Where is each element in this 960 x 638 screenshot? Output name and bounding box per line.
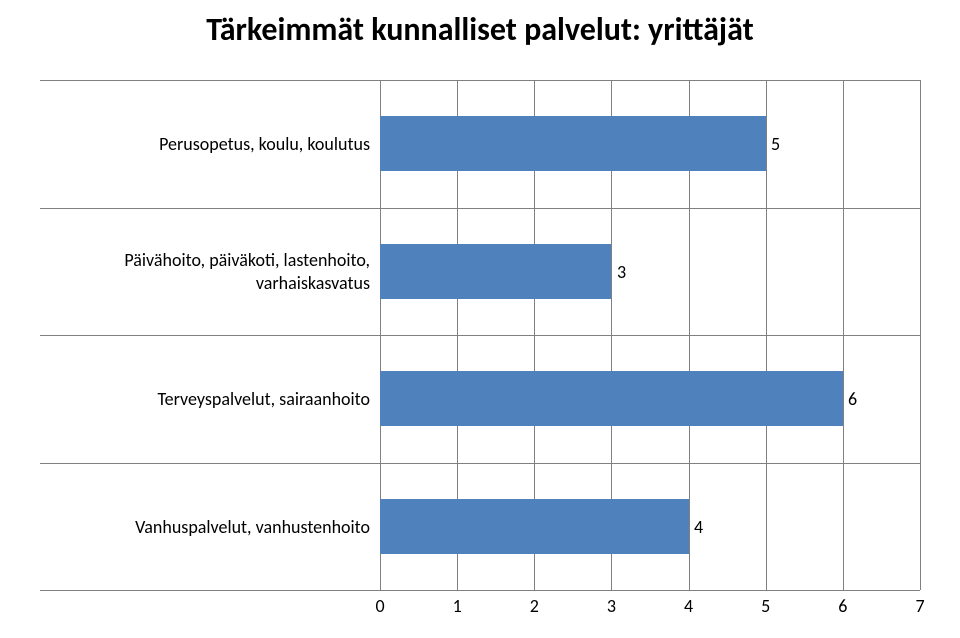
bar [380,116,766,171]
category-label: Perusopetus, koulu, koulutus [40,133,370,156]
x-tick-label: 4 [669,595,709,617]
value-label: 3 [617,261,626,283]
category-label: Vanhuspalvelut, vanhustenhoito [40,516,370,539]
gridline-v [843,80,844,590]
gridline-v [766,80,767,590]
x-tick-label: 7 [900,595,940,617]
value-label: 5 [771,133,780,155]
category-label: Terveyspalvelut, sairaanhoito [40,388,370,411]
chart-title: Tärkeimmät kunnalliset palvelut: yrittäj… [0,10,960,49]
x-tick-label: 2 [514,595,554,617]
x-tick-label: 5 [746,595,786,617]
bar [380,371,843,426]
value-label: 6 [848,388,857,410]
page: Tärkeimmät kunnalliset palvelut: yrittäj… [0,0,960,638]
chart-plot: 5 3 6 4 Perusopetus, koulu, koulutus Päi… [40,80,920,590]
bar [380,499,689,554]
gridline-v [920,80,921,590]
x-tick-label: 0 [360,595,400,617]
chart-area: 5 3 6 4 [380,80,920,590]
x-tick-label: 6 [823,595,863,617]
category-label: Päivähoito, päiväkoti, lastenhoito, varh… [40,249,370,294]
value-label: 4 [694,516,703,538]
bar [380,244,611,299]
x-tick-label: 1 [437,595,477,617]
x-tick-label: 3 [591,595,631,617]
gridline-h [40,590,920,591]
